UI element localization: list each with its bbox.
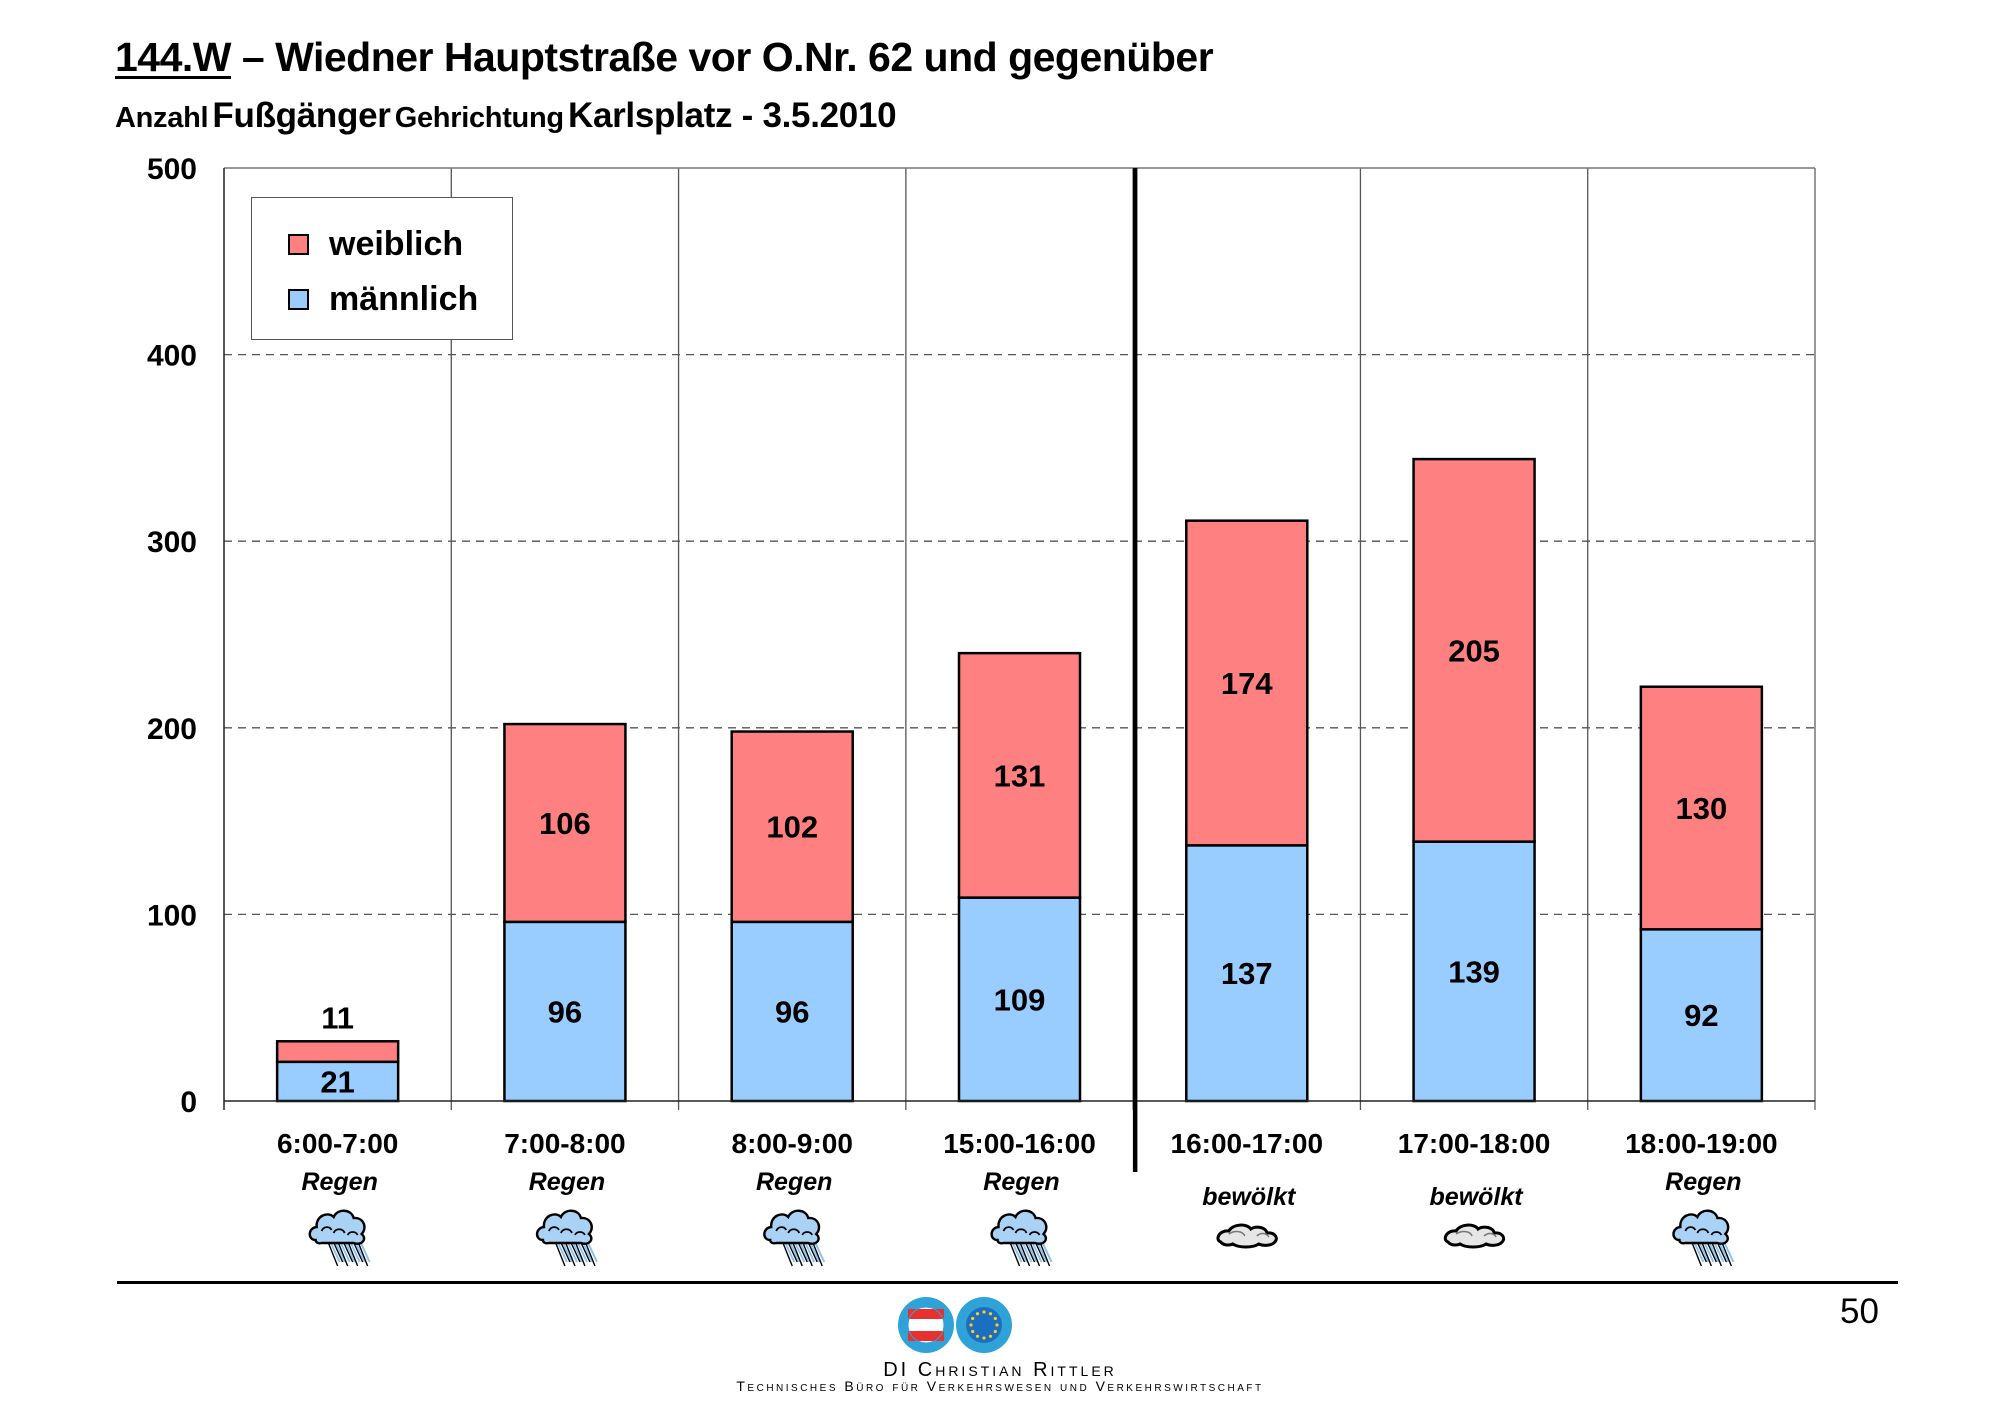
y-tick-label: 200 bbox=[147, 713, 197, 746]
y-tick-label: 500 bbox=[147, 153, 197, 186]
subtitle-direction-date: Karlsplatz - 3.5.2010 bbox=[567, 96, 897, 135]
value-label-weiblich: 11 bbox=[321, 1000, 354, 1035]
value-label-maennlich: 109 bbox=[994, 982, 1046, 1017]
cloud-shape bbox=[535, 1209, 593, 1245]
x-tick-label: 6:00-7:00 bbox=[277, 1128, 398, 1159]
bar-maennlich bbox=[1412, 840, 1536, 1103]
value-label-maennlich: 96 bbox=[548, 994, 582, 1029]
page-number: 50 bbox=[1840, 1292, 1879, 1331]
cloud-detail bbox=[1002, 1226, 1041, 1236]
value-label-maennlich: 21 bbox=[320, 1064, 354, 1099]
bar-weiblich bbox=[730, 730, 854, 924]
value-label-weiblich: 106 bbox=[539, 806, 591, 841]
cloud-shape bbox=[1216, 1223, 1278, 1249]
page-title: 144.W – Wiedner Hauptstraße vor O.Nr. 62… bbox=[115, 34, 1214, 81]
rain-cloud-icon bbox=[1672, 1209, 1735, 1267]
x-tick-label: 7:00-8:00 bbox=[504, 1128, 625, 1159]
bar-maennlich bbox=[957, 896, 1082, 1103]
value-label-maennlich: 96 bbox=[775, 994, 809, 1029]
bar-weiblich bbox=[1639, 685, 1764, 931]
bar-maennlich bbox=[1639, 928, 1764, 1103]
bar-weiblich bbox=[275, 1040, 400, 1064]
y-tick-label: 100 bbox=[147, 899, 197, 932]
site-code: 144.W bbox=[115, 34, 232, 80]
cloud-detail bbox=[775, 1226, 814, 1236]
cloud-detail bbox=[1684, 1226, 1723, 1236]
y-tick-label: 400 bbox=[147, 340, 197, 373]
weather-label: bewölkt bbox=[1430, 1183, 1525, 1211]
page-subtitle: Anzahl Fußgänger Gehrichtung Karlsplatz … bbox=[115, 96, 897, 136]
subtitle-count: Anzahl bbox=[115, 102, 209, 134]
weather-label: Regen bbox=[756, 1168, 832, 1196]
rain-cloud-icon bbox=[763, 1209, 826, 1267]
cloud-detail bbox=[320, 1226, 359, 1236]
y-tick-label: 300 bbox=[147, 526, 197, 559]
rain-cloud-icon bbox=[990, 1209, 1053, 1267]
weather-label: Regen bbox=[983, 1168, 1059, 1196]
labels-layer: 21 11 6:00-7:00 Regen 96 106 7:00-8:00 Regen 96 1… bbox=[277, 633, 1778, 1211]
cloud-shape bbox=[308, 1209, 366, 1245]
value-label-maennlich: 137 bbox=[1221, 956, 1273, 991]
bar-weiblich bbox=[957, 651, 1082, 899]
value-label-maennlich: 92 bbox=[1684, 998, 1718, 1033]
x-tick-label: 15:00-16:00 bbox=[943, 1128, 1096, 1159]
firm-tagline: Technisches Büro für Verkehrswesen und V… bbox=[736, 1378, 1264, 1394]
cloud-detail bbox=[1455, 1230, 1497, 1238]
rain-cloud-icon bbox=[308, 1209, 371, 1267]
x-tick-label: 8:00-9:00 bbox=[732, 1128, 853, 1159]
x-tick-label: 16:00-17:00 bbox=[1171, 1128, 1324, 1159]
value-label-weiblich: 130 bbox=[1675, 791, 1727, 826]
value-label-maennlich: 139 bbox=[1448, 954, 1500, 989]
legend-label-weiblich: weiblich bbox=[329, 225, 464, 263]
bar-weiblich bbox=[503, 722, 627, 924]
legend-swatch-maennlich bbox=[288, 289, 309, 310]
cloud-detail bbox=[1228, 1230, 1270, 1238]
cloud-icon bbox=[1443, 1223, 1506, 1249]
title-dash: – bbox=[241, 34, 265, 80]
weather-icons-layer bbox=[308, 1209, 1735, 1267]
value-label-weiblich: 174 bbox=[1221, 666, 1273, 701]
legend-item-maennlich: männlich bbox=[288, 280, 478, 319]
bar-weiblich bbox=[1412, 457, 1536, 843]
weather-label: Regen bbox=[529, 1168, 605, 1196]
y-tick-label: 0 bbox=[180, 1086, 197, 1119]
bars-layer bbox=[275, 457, 1764, 1103]
weather-label: Regen bbox=[1665, 1168, 1741, 1196]
footer-separator bbox=[117, 1281, 1898, 1284]
value-label-weiblich: 205 bbox=[1448, 633, 1500, 668]
firm-name: DI Christian Rittler bbox=[883, 1359, 1117, 1381]
weather-label: bewölkt bbox=[1202, 1183, 1297, 1211]
bar-weiblich bbox=[1185, 519, 1309, 847]
legend-label-maennlich: männlich bbox=[329, 280, 479, 318]
x-tick-label: 18:00-19:00 bbox=[1625, 1128, 1778, 1159]
axis-layer: 0 100 200 300 400 500 bbox=[147, 153, 1816, 1172]
legend-item-weiblich: weiblich bbox=[288, 225, 463, 264]
chart-legend: weiblich männlich bbox=[251, 197, 513, 340]
legend-swatch-weiblich bbox=[288, 234, 309, 255]
cloud-shape bbox=[1672, 1209, 1730, 1245]
firm-logo bbox=[898, 1297, 1012, 1353]
weather-label: Regen bbox=[301, 1168, 377, 1196]
subtitle-type: Fußgänger bbox=[212, 96, 391, 135]
cloud-icon bbox=[1216, 1223, 1278, 1249]
cloud-shape bbox=[990, 1209, 1048, 1245]
rain-cloud-icon bbox=[535, 1209, 598, 1267]
cloud-shape bbox=[763, 1209, 821, 1245]
bar-maennlich bbox=[503, 920, 627, 1103]
value-label-weiblich: 131 bbox=[994, 758, 1046, 793]
value-label-weiblich: 102 bbox=[766, 810, 818, 845]
bar-maennlich bbox=[1185, 844, 1309, 1103]
x-tick-label: 17:00-18:00 bbox=[1398, 1128, 1551, 1159]
cloud-shape bbox=[1443, 1223, 1506, 1249]
subtitle-direction-label: Gehrichtung bbox=[394, 102, 564, 134]
site-location: Wiedner Hauptstraße vor O.Nr. 62 und geg… bbox=[275, 34, 1214, 80]
cloud-detail bbox=[548, 1226, 586, 1236]
